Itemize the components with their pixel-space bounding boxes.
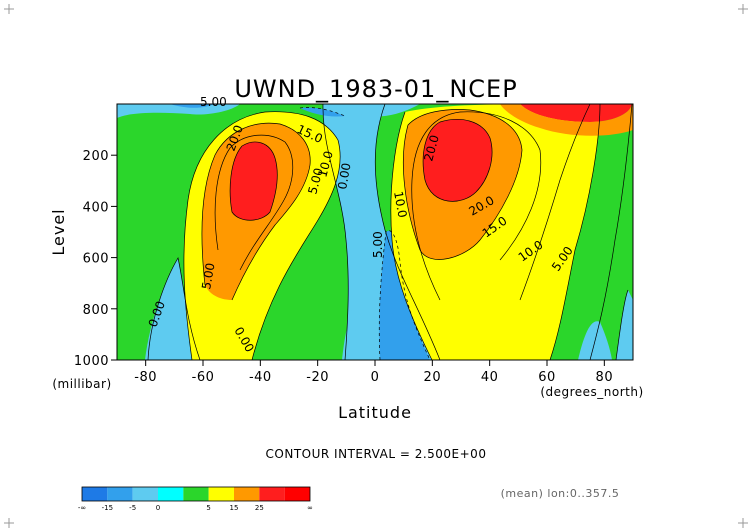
colorbar-swatch [208, 487, 234, 501]
x-tick-label: -20 [306, 370, 329, 385]
colorbar-label: 15 [230, 504, 239, 512]
y-axis-units: (millibar) [52, 377, 111, 391]
y-tick-label: 1000 [74, 354, 109, 369]
colorbar-swatch [82, 487, 108, 501]
colorbar-label: -15 [102, 504, 113, 512]
y-axis-title: Level [49, 208, 68, 255]
x-tick-label: 20 [424, 370, 442, 385]
fill-band-cyan-top-mid [330, 104, 420, 117]
fill-band-red-north [423, 119, 493, 202]
fill-band-orange-polar-upper [500, 104, 633, 136]
colorbar-swatch [183, 487, 209, 501]
y-tick-label: 400 [83, 200, 109, 215]
colorbar-label: 25 [255, 504, 264, 512]
contour-label: 5.00 [305, 166, 325, 195]
colorbar-label: 5 [206, 504, 210, 512]
x-axis-title: Latitude [338, 403, 412, 422]
colorbar-frame [81, 486, 311, 502]
crop-marks [4, 4, 748, 528]
fill-band-red-polar-upper [520, 104, 632, 122]
x-axis-units: (degrees_north) [540, 385, 643, 399]
x-tick-label: 40 [481, 370, 499, 385]
fill-band-blue-top [170, 104, 215, 108]
contour-label: 0.00 [335, 162, 353, 191]
contour-label: 5.00 [200, 95, 227, 109]
x-tick-label: 60 [538, 370, 556, 385]
colorbar-swatch [259, 487, 285, 501]
x-tick-label: -60 [192, 370, 215, 385]
y-tick-label: 200 [83, 149, 109, 164]
contour-label: 20.0 [421, 133, 441, 162]
contour-label: 5.00 [199, 262, 217, 291]
colorbar-label: -∞ [78, 504, 86, 512]
fill-band-blue-jet [300, 107, 345, 117]
y-tick-label: 800 [83, 303, 109, 318]
fill-band-cyan-pole [616, 290, 633, 360]
y-axis-ticks: 200 400 600 800 1000 [74, 149, 117, 369]
colorbar-label: ∞ [307, 504, 313, 512]
colorbar-swatch [284, 487, 310, 501]
x-tick-label: 0 [371, 370, 380, 385]
contour-lines [147, 103, 633, 361]
x-tick-label: 80 [596, 370, 614, 385]
contour-label: 10.0 [315, 149, 335, 178]
fill-band-cyan-top-left [117, 104, 240, 118]
colorbar-label: -5 [129, 504, 136, 512]
colorbar-swatch [158, 487, 184, 501]
colorbar: -∞ -15 -5 0 5 15 25 ∞ [78, 486, 313, 512]
x-tick-label: -80 [134, 370, 157, 385]
contour-label: 10.0 [391, 190, 409, 219]
colorbar-swatch [107, 487, 133, 501]
y-tick-label: 600 [83, 252, 109, 267]
colorbar-label: 0 [156, 504, 160, 512]
colorbar-swatch [132, 487, 158, 501]
contour-interval-text: CONTOUR INTERVAL = 2.500E+00 [266, 447, 487, 461]
x-tick-label: -40 [249, 370, 272, 385]
footnote-mean-lon: (mean) lon:0..357.5 [501, 487, 620, 500]
x-axis-ticks: -80 -60 -40 -20 0 20 40 60 80 [134, 360, 613, 385]
colorbar-swatch [234, 487, 260, 501]
fill-band-cyan-south [145, 258, 200, 360]
contour-label: 5.00 [371, 231, 385, 258]
fill-band-red-south [230, 142, 278, 221]
chart-title: UWND_1983-01_NCEP [234, 75, 517, 103]
